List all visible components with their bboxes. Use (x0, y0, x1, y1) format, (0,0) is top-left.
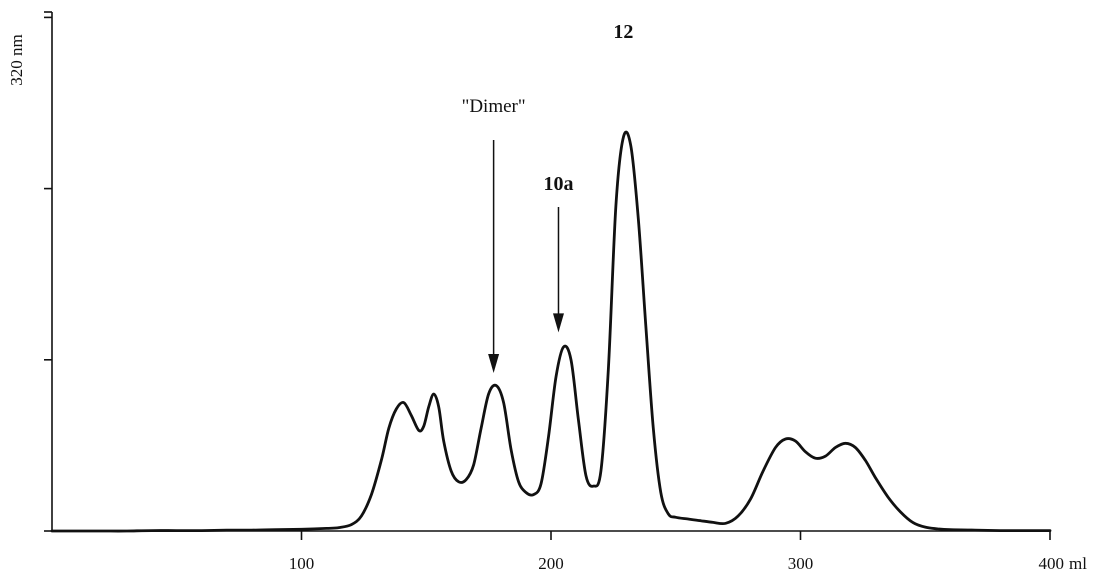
annotation-label-1: "Dimer" (462, 96, 526, 117)
x-axis-label: ml (1069, 554, 1087, 573)
peak-annotations: 12 "Dimer" 10a (462, 21, 633, 374)
y-ticks (44, 11, 52, 532)
chromatogram-trace (50, 130, 1052, 533)
x-tick-label-300: 300 (788, 554, 814, 573)
annotation-arrowhead-2 (552, 313, 564, 333)
annotation-arrowhead-1 (488, 354, 500, 374)
x-tick-label-400: 400 (1039, 554, 1065, 573)
y-axis-label: 320 nm (7, 34, 26, 85)
annotation-label-2: 10a (543, 173, 573, 195)
x-tick-label-200: 200 (538, 554, 564, 573)
x-tick-label-100: 100 (289, 554, 315, 573)
annotation-label-0: 12 (613, 21, 633, 43)
x-ticks: 100 200 300 400 (289, 531, 1064, 573)
